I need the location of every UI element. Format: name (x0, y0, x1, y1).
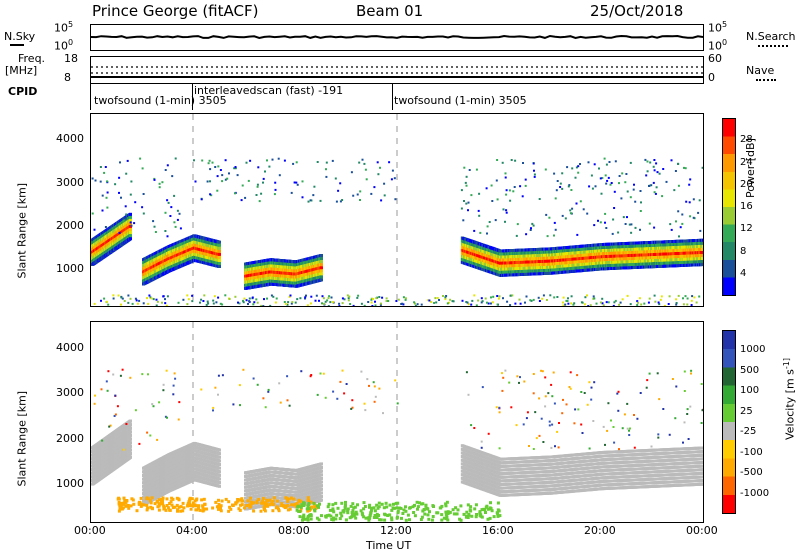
power-cell (320, 272, 323, 276)
power-panel (90, 113, 704, 307)
power-cell (129, 228, 132, 231)
nsearch-tick-bottom: 100 (708, 38, 728, 53)
nave-label: Nave (746, 64, 775, 77)
power-cell (320, 254, 323, 257)
power-cell (129, 215, 132, 219)
nsky-tick-bottom: 100 (54, 38, 74, 53)
cpid-divider-0 (90, 84, 91, 110)
power-cell (320, 278, 323, 282)
power-cell (218, 255, 221, 259)
power-cell (320, 266, 323, 270)
nsky-panel (90, 24, 704, 51)
freq-trace (91, 66, 703, 78)
power-heatmap (91, 114, 703, 306)
power-cell (129, 231, 132, 234)
power-cell (129, 212, 132, 216)
power-cell (320, 275, 323, 279)
freq-tick-bottom: 8 (64, 71, 71, 84)
station-title: Prince George (fitACF) (92, 2, 259, 20)
nsearch-tick-top: 105 (708, 20, 728, 35)
beam-title: Beam 01 (356, 2, 424, 20)
freq-unit-label: [MHz] (5, 64, 38, 77)
power-cell (218, 249, 221, 253)
power-cell (320, 269, 323, 273)
power-cell (218, 246, 221, 250)
nsearch-legend-line (758, 45, 788, 47)
nsearch-label: N.Search (746, 30, 796, 43)
power-cell (129, 234, 132, 238)
nave-legend-line (756, 79, 776, 81)
power-cell (320, 263, 323, 267)
power-cell (218, 259, 221, 262)
cpid-entry-1: twofsound (1-min) 3505 (94, 94, 227, 107)
cpid-divider-12 (392, 84, 393, 110)
power-cell (218, 243, 221, 247)
nave-tick-top: 60 (708, 52, 722, 65)
date-title: 25/Oct/2018 (590, 2, 684, 20)
power-cell (129, 237, 132, 241)
power-cell (320, 257, 323, 260)
nsky-tick-top: 105 (54, 20, 74, 35)
cpid-row: twofsound (1-min) 3505 interleavedscan (… (90, 84, 702, 110)
power-cell (218, 262, 221, 265)
nsky-legend-line (10, 44, 24, 46)
power-cell (218, 265, 221, 268)
nave-tick-bottom: 0 (708, 71, 715, 84)
cpid-divider-4 (192, 84, 193, 110)
power-cell (129, 218, 132, 222)
nsky-label: N.Sky (4, 30, 36, 43)
cpid-entry-2: interleavedscan (fast) -191 (194, 84, 344, 97)
nsky-trace (90, 34, 704, 40)
power-cell (218, 252, 221, 256)
power-cell (218, 240, 221, 244)
power-cell (320, 260, 323, 264)
freq-label: Freq. (18, 52, 46, 65)
freq-tick-top: 18 (64, 52, 78, 65)
freq-panel (90, 56, 704, 84)
cpid-label: CPID (8, 85, 38, 98)
cpid-entry-3: twofsound (1-min) 3505 (394, 94, 527, 107)
power-ylabel: Slant Range [km] (15, 182, 29, 279)
